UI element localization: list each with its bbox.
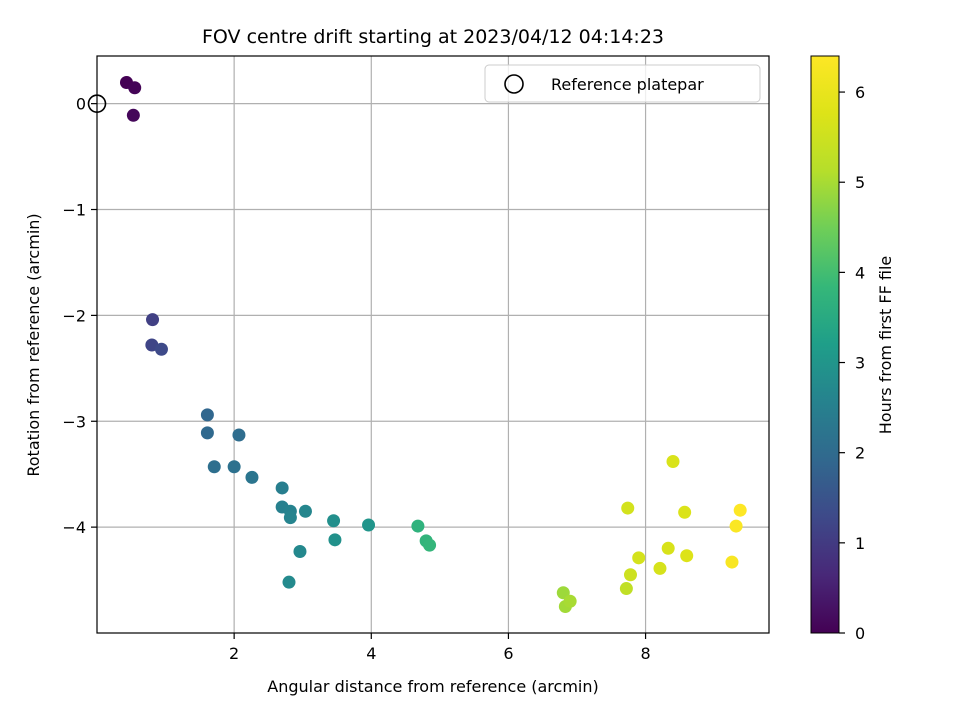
chart-title: FOV centre drift starting at 2023/04/12 … bbox=[202, 26, 664, 48]
y-tick-label: −2 bbox=[62, 306, 86, 325]
colorbar-label: Hours from first FF file bbox=[876, 256, 895, 435]
y-tick-label: −1 bbox=[62, 201, 86, 220]
y-tick-label: 0 bbox=[76, 95, 86, 114]
data-point bbox=[653, 561, 667, 575]
x-tick-label: 2 bbox=[229, 644, 239, 663]
data-point bbox=[126, 108, 140, 122]
data-point bbox=[666, 454, 680, 468]
grid-lines bbox=[97, 56, 769, 633]
data-point bbox=[623, 568, 637, 582]
data-point bbox=[632, 551, 646, 565]
colorbar-tick-label: 3 bbox=[855, 354, 865, 373]
y-axis-label: Rotation from reference (arcmin) bbox=[24, 213, 43, 476]
colorbar-gradient bbox=[810, 55, 840, 634]
data-point bbox=[293, 544, 307, 558]
data-point bbox=[661, 541, 675, 555]
data-point bbox=[207, 460, 221, 474]
data-point bbox=[725, 555, 739, 569]
data-point bbox=[328, 533, 342, 547]
data-point bbox=[200, 408, 214, 422]
legend: Reference platepar bbox=[484, 64, 761, 103]
legend-marker-icon bbox=[504, 74, 524, 94]
data-point bbox=[232, 428, 246, 442]
data-point bbox=[154, 342, 168, 356]
data-point bbox=[327, 514, 341, 528]
plot-background bbox=[97, 56, 769, 633]
data-point bbox=[619, 582, 633, 596]
data-point bbox=[298, 504, 312, 518]
data-point bbox=[423, 538, 437, 552]
x-tick-label: 6 bbox=[503, 644, 513, 663]
data-point bbox=[563, 594, 577, 608]
data-point bbox=[729, 519, 743, 533]
colorbar-tick-label: 4 bbox=[855, 263, 865, 282]
colorbar-tick-label: 1 bbox=[855, 534, 865, 553]
data-point bbox=[128, 81, 142, 95]
data-point bbox=[678, 505, 692, 519]
legend-box bbox=[484, 64, 761, 103]
data-point bbox=[245, 470, 259, 484]
data-point bbox=[680, 549, 694, 563]
data-point bbox=[275, 481, 289, 495]
colorbar: 0 1 2 3 4 5 6 Hours from first FF file bbox=[810, 55, 895, 643]
plot-area: 2 4 6 8 0 −1 −2 −3 −4 bbox=[62, 55, 770, 663]
data-point bbox=[282, 575, 296, 589]
y-tick-label: −4 bbox=[62, 518, 86, 537]
plot-frame bbox=[96, 55, 770, 634]
data-point bbox=[146, 313, 160, 327]
data-point bbox=[411, 519, 425, 533]
axis-ticks: 2 4 6 8 0 −1 −2 −3 −4 bbox=[62, 95, 650, 663]
colorbar-tick-label: 6 bbox=[855, 83, 865, 102]
data-point bbox=[283, 511, 297, 525]
legend-label: Reference platepar bbox=[551, 75, 704, 94]
data-point bbox=[621, 501, 635, 515]
data-point bbox=[227, 460, 241, 474]
x-tick-label: 8 bbox=[640, 644, 650, 663]
x-tick-label: 4 bbox=[366, 644, 376, 663]
x-axis-label: Angular distance from reference (arcmin) bbox=[267, 677, 598, 696]
data-point bbox=[362, 518, 376, 532]
colorbar-tick-label: 5 bbox=[855, 173, 865, 192]
colorbar-tick-label: 2 bbox=[855, 444, 865, 463]
data-points bbox=[119, 75, 747, 614]
colorbar-ticks: 0 1 2 3 4 5 6 bbox=[839, 83, 865, 643]
colorbar-tick-label: 0 bbox=[855, 624, 865, 643]
data-point bbox=[733, 503, 747, 517]
y-tick-label: −3 bbox=[62, 412, 86, 431]
data-point bbox=[200, 426, 214, 440]
